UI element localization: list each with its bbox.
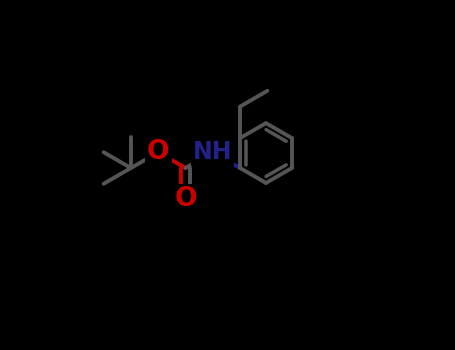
Text: NH: NH [193,140,233,164]
Text: O: O [147,139,169,165]
Text: O: O [174,187,197,212]
